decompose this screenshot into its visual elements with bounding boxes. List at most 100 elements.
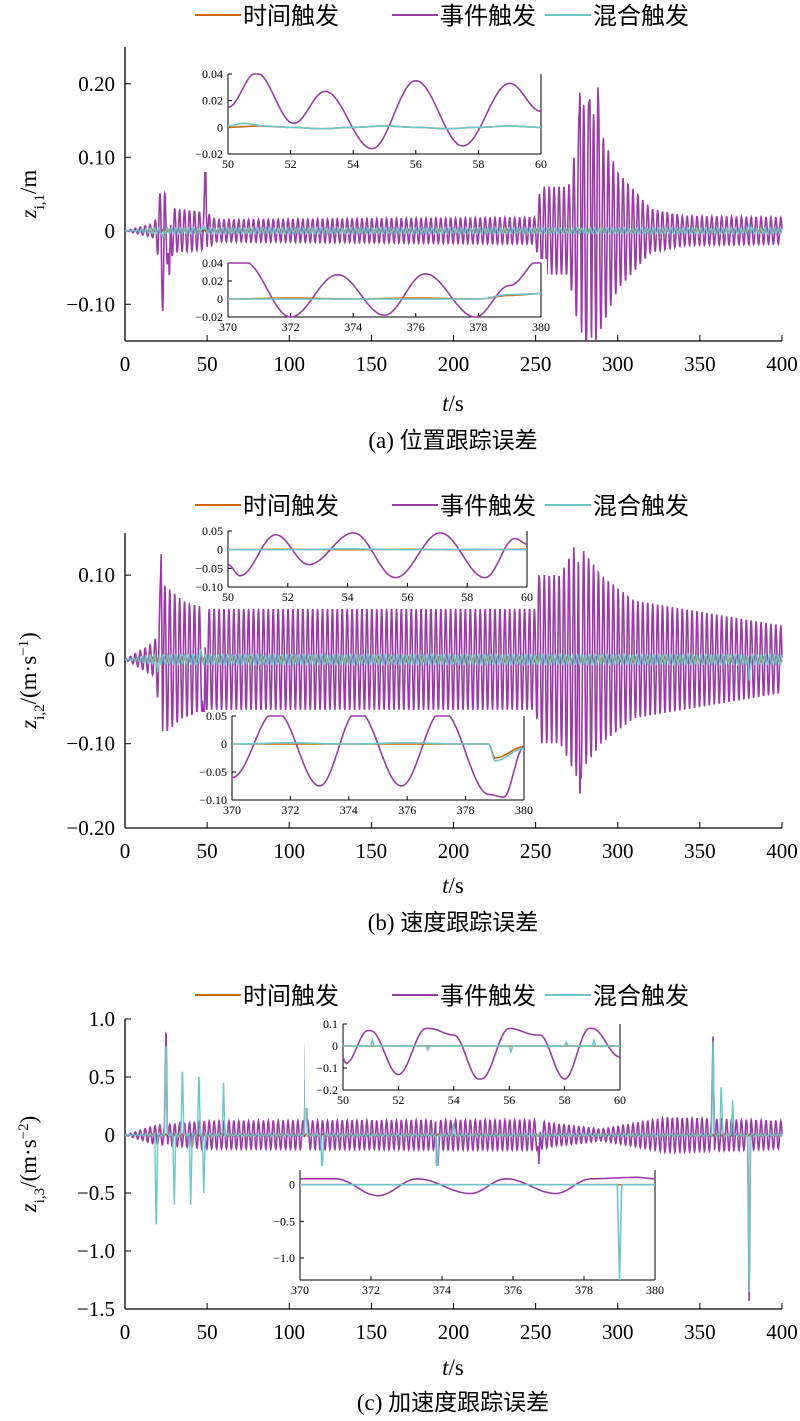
inset-2: 370 372 374 376 378 380 0.04 0.02 0 −0.02 — [190, 256, 550, 335]
inset-y-tick-label: 0.02 — [202, 274, 223, 288]
inset-x-tick-label: 370 — [291, 1283, 309, 1297]
inset-x-tick-label: 56 — [401, 590, 413, 604]
x-tick-label: 50 — [197, 352, 218, 376]
inset-series-line-2 — [228, 262, 541, 318]
x-tick-label: 100 — [274, 839, 306, 863]
inset-series-line-3 — [228, 548, 527, 551]
legend: 时间触发 事件触发 混合触发 — [195, 983, 689, 1010]
inset-x-tick-label: 60 — [614, 1093, 626, 1107]
inset-y-tick-label: 0.1 — [323, 1017, 338, 1031]
x-tick-label: 300 — [602, 839, 634, 863]
inset-series-line-2 — [300, 1176, 656, 1197]
inset-x-tick-label: 54 — [347, 157, 359, 171]
inset-x-tick-label: 54 — [448, 1093, 460, 1107]
inset-y-tick-label: −0.10 — [199, 793, 227, 807]
inset-x-tick-label: 374 — [344, 320, 362, 334]
inset-1: 50 52 54 56 58 60 0.1 0 −0.1 −0.2 — [305, 1017, 626, 1108]
inset-x-tick-label: 50 — [222, 157, 234, 171]
inset-series-line-3 — [343, 1037, 620, 1055]
series-line-3 — [125, 1042, 783, 1292]
inset-background — [190, 70, 547, 172]
inset-series-line-3 — [232, 742, 525, 762]
x-tick-label: 400 — [766, 1320, 798, 1344]
legend-label-2: 事件触发 — [440, 3, 536, 30]
legend: 时间触发 事件触发 混合触发 — [195, 3, 689, 30]
x-tick-label: 50 — [197, 839, 218, 863]
x-tick-label: 250 — [520, 1320, 552, 1344]
inset-x-tick-label: 372 — [362, 1283, 380, 1297]
inset-y-tick-label: 0 — [217, 292, 223, 306]
inset-background — [262, 1166, 661, 1298]
inset-x-tick-label: 52 — [282, 590, 294, 604]
inset-x-tick-label: 372 — [281, 803, 299, 817]
x-tick-label: 200 — [438, 839, 470, 863]
inset-y-tick-label: 0 — [217, 543, 223, 557]
y-tick-label: 1.0 — [89, 1007, 115, 1031]
inset-1: 50 52 54 56 58 60 0.04 0.02 0 −0.02 — [190, 67, 547, 172]
inset-x-tick-label: 370 — [219, 320, 237, 334]
x-tick-label: 200 — [438, 1320, 470, 1344]
x-tick-label: 250 — [520, 839, 552, 863]
x-tick-label: 0 — [120, 839, 131, 863]
x-tick-label: 150 — [356, 1320, 388, 1344]
series-line-3 — [124, 223, 783, 238]
x-axis-title: t/s — [442, 1355, 464, 1380]
inset-x-tick-label: 50 — [222, 590, 234, 604]
inset-series-line-2 — [227, 73, 542, 150]
legend-label-3: 混合触发 — [593, 983, 689, 1010]
series-line-2 — [124, 1031, 783, 1301]
inset-series-line-2 — [342, 1027, 621, 1080]
x-tick-label: 100 — [274, 352, 306, 376]
inset-x-tick-label: 58 — [472, 157, 484, 171]
x-tick-label: 350 — [684, 1320, 716, 1344]
chart-panel-b: 时间触发 事件触发 混合触发 0 50 100 150 200 250 300 350 400 0.10… — [16, 493, 798, 935]
y-tick-label: −0.10 — [66, 292, 115, 316]
series-group — [124, 87, 783, 342]
chart-panel-c: 时间触发 事件触发 混合触发 0 50 100 150 200 250 300 350 400 1.0 0… — [16, 983, 798, 1415]
inset-x-tick-label: 52 — [392, 1093, 404, 1107]
x-tick-label: 200 — [438, 352, 470, 376]
inset-background — [190, 259, 547, 335]
inset-x-tick-label: 58 — [461, 590, 473, 604]
inset-background — [305, 1020, 626, 1108]
inset-y-tick-label: 0 — [289, 1178, 295, 1192]
inset-x-tick-label: 378 — [575, 1283, 593, 1297]
inset-x-tick-label: 54 — [342, 590, 354, 604]
inset-y-tick-label: −0.1 — [316, 1061, 338, 1075]
inset-y-tick-label: 0 — [332, 1039, 338, 1053]
y-axis-title: zi,2/(m·s−1) — [16, 632, 48, 730]
series-line-2 — [124, 547, 783, 794]
inset-2: 370 372 374 376 378 380 0 −0.5 −1.0 — [262, 1166, 664, 1298]
inset-x-tick-label: 378 — [469, 320, 487, 334]
inset-y-tick-label: 0.02 — [202, 94, 223, 108]
x-tick-label: 250 — [520, 352, 552, 376]
series-group — [124, 547, 783, 794]
inset-background — [190, 527, 533, 605]
legend-label-2: 事件触发 — [440, 983, 536, 1010]
y-axis-title: zi,1/m — [16, 170, 48, 220]
x-tick-label: 300 — [602, 1320, 634, 1344]
y-tick-label: −0.5 — [77, 1181, 115, 1205]
legend-label-1: 时间触发 — [243, 3, 339, 30]
inset-x-tick-label: 380 — [646, 1283, 664, 1297]
y-tick-label: −0.10 — [66, 732, 115, 756]
x-tick-label: 400 — [766, 352, 798, 376]
inset-1: 50 52 54 56 58 60 0.05 0 −0.05 −0.10 — [190, 524, 533, 605]
inset-x-tick-label: 380 — [532, 320, 550, 334]
inset-y-tick-label: −1.0 — [273, 1251, 295, 1265]
x-tick-label: 0 — [120, 352, 131, 376]
inset-x-tick-label: 378 — [457, 803, 475, 817]
inset-y-tick-label: −0.02 — [195, 147, 223, 161]
inset-y-tick-label: 0.05 — [202, 524, 223, 538]
inset-series-line-3 — [300, 1183, 655, 1281]
y-tick-label: −1.5 — [77, 1297, 115, 1321]
inset-y-tick-label: 0.05 — [206, 709, 227, 723]
figure-caption: (a) 位置跟踪误差 — [368, 428, 537, 453]
legend: 时间触发 事件触发 混合触发 — [195, 493, 689, 520]
x-tick-label: 50 — [197, 1320, 218, 1344]
inset-x-tick-label: 374 — [340, 803, 358, 817]
inset-x-tick-label: 380 — [515, 803, 533, 817]
inset-y-tick-label: 0 — [217, 120, 223, 134]
